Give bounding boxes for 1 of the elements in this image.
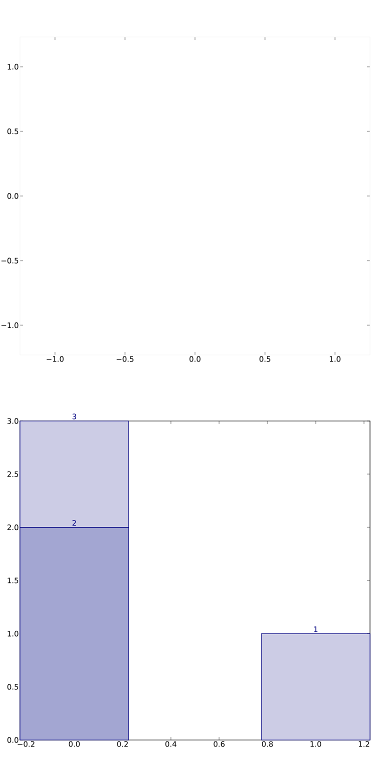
bar [261, 633, 370, 740]
